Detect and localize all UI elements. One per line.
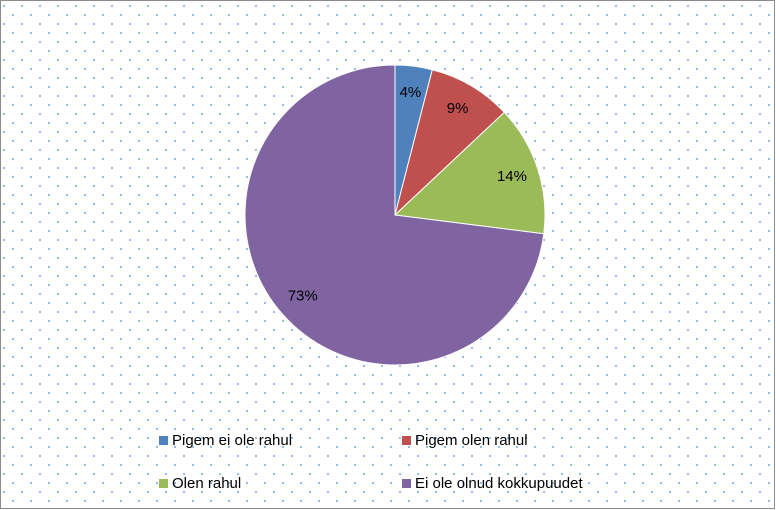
legend-label: Pigem olen rahul <box>415 432 528 449</box>
pie-slice <box>394 69 506 217</box>
data-label: 9% <box>447 100 469 117</box>
pie-slice <box>244 64 545 366</box>
data-label: 4% <box>400 84 422 101</box>
legend-swatch <box>159 479 168 488</box>
legend-swatch <box>402 479 411 488</box>
legend-label: Olen rahul <box>172 475 241 492</box>
pie-slice <box>393 111 546 235</box>
legend-label: Pigem ei ole rahul <box>172 432 292 449</box>
data-label: 73% <box>288 287 318 304</box>
legend-swatch <box>402 436 411 445</box>
data-label: 14% <box>497 168 527 185</box>
legend-swatch <box>159 436 168 445</box>
legend-label: Ei ole olnud kokkupuudet <box>415 475 583 492</box>
